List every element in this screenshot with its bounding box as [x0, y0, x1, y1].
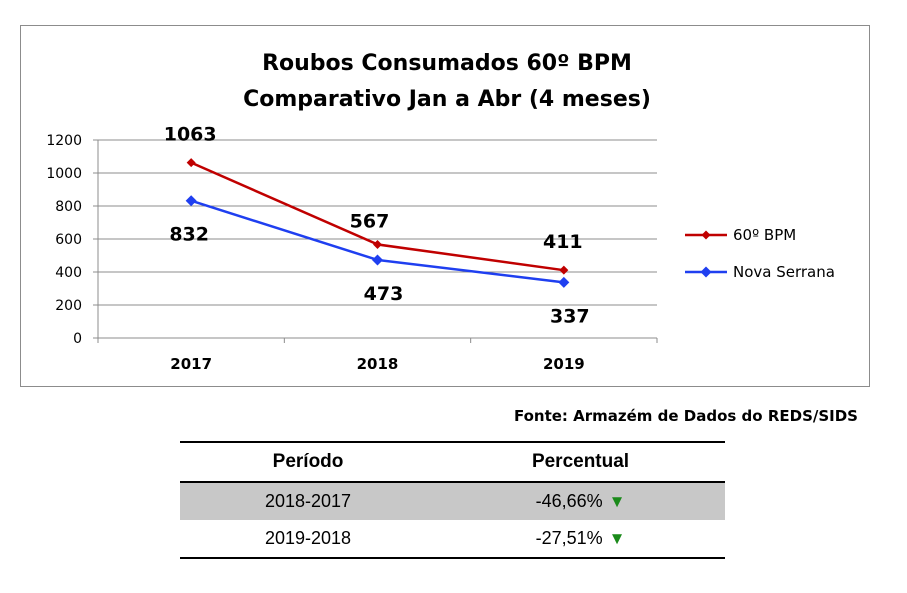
chart-frame: 0 200 400 600 800 1000 1200 2017 2018 2019 1063 56… [20, 25, 870, 387]
percent-table: Período Percentual 2018-2017 -46,66% ▼ 20… [180, 441, 725, 559]
legend-swatch-marker [701, 230, 711, 240]
data-labels: 1063 567 411 832 473 337 [164, 124, 590, 328]
data-point-marker [373, 239, 382, 249]
legend-entry: 60º BPM [733, 226, 796, 244]
legend: 60º BPM Nova Serrana [685, 226, 835, 281]
data-point-marker [559, 265, 569, 275]
y-tick-label: 200 [55, 298, 82, 314]
down-arrow-icon: ▼ [608, 529, 626, 548]
y-tick-label: 400 [55, 265, 82, 281]
legend-entry: Nova Serrana [733, 263, 835, 281]
header-percent: Percentual [436, 441, 725, 483]
x-tick-label: 2019 [543, 355, 585, 373]
data-label: 1063 [164, 124, 217, 146]
data-label: 473 [364, 283, 404, 305]
table-header-row: Período Percentual [180, 441, 725, 483]
series-layer [185, 158, 570, 288]
chart-title-line: Comparativo Jan a Abr (4 meses) [243, 87, 651, 112]
x-tick-label: 2017 [170, 355, 212, 373]
percent-value: -46,66% [535, 491, 603, 511]
data-point-marker [372, 254, 383, 266]
data-point-marker [558, 276, 570, 288]
chart-title: Roubos Consumados 60º BPM Comparativo Jan… [243, 51, 651, 112]
header-period: Período [180, 441, 437, 483]
y-tick-label: 800 [55, 199, 82, 215]
data-label: 832 [169, 224, 209, 246]
data-point-marker [185, 195, 197, 207]
cell-period: 2019-2018 [180, 520, 437, 559]
cell-percent: -46,66% ▼ [436, 482, 725, 520]
legend-swatch-marker [700, 266, 712, 278]
axes: 0 200 400 600 800 1000 1200 2017 2018 2019 [46, 133, 658, 373]
data-label: 411 [543, 231, 583, 253]
percent-value: -27,51% [535, 528, 603, 548]
source-note: Fonte: Armazém de Dados do REDS/SIDS [513, 407, 858, 425]
y-tick-label: 600 [55, 232, 82, 248]
chart-title-line: Roubos Consumados 60º BPM [262, 51, 632, 76]
table-row: 2019-2018 -27,51% ▼ [180, 520, 725, 559]
line-chart: 0 200 400 600 800 1000 1200 2017 2018 2019 1063 56… [46, 51, 835, 373]
cell-percent: -27,51% ▼ [436, 520, 725, 559]
y-tick-label: 0 [73, 331, 82, 347]
data-point-marker [186, 158, 196, 168]
x-tick-label: 2018 [357, 355, 399, 373]
y-tick-label: 1200 [46, 133, 82, 149]
cell-period: 2018-2017 [180, 482, 437, 520]
data-label: 567 [350, 210, 390, 232]
y-tick-label: 1000 [46, 166, 82, 182]
data-label: 337 [550, 305, 590, 327]
table-row: 2018-2017 -46,66% ▼ [180, 482, 725, 520]
down-arrow-icon: ▼ [608, 492, 626, 511]
